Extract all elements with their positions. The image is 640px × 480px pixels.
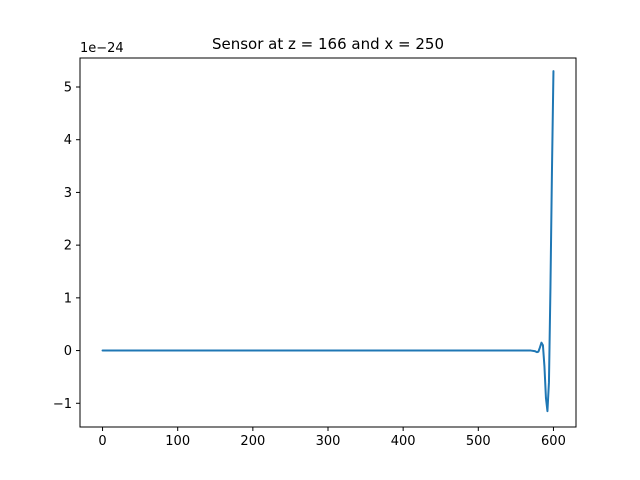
x-tick-label: 600 — [541, 434, 566, 449]
y-tick-label: −1 — [53, 397, 72, 412]
x-tick-label: 300 — [316, 434, 341, 449]
y-tick-label: 0 — [64, 344, 72, 359]
x-tick-label: 400 — [391, 434, 416, 449]
series-line — [101, 70, 555, 413]
x-tick-label: 0 — [98, 434, 106, 449]
y-tick-label: 1 — [64, 291, 72, 306]
axes-frame — [79, 57, 577, 428]
x-tick-label: 200 — [240, 434, 265, 449]
x-tick-label: 500 — [466, 434, 491, 449]
y-axis-offset-text: 1e−24 — [80, 41, 124, 56]
x-tick-label: 100 — [165, 434, 190, 449]
y-tick-label: 4 — [64, 133, 72, 148]
y-tick-label: 2 — [64, 239, 72, 254]
y-tick-label: 5 — [64, 80, 72, 95]
y-axis: −1 0 1 2 3 4 5 — [53, 80, 80, 412]
chart-title: Sensor at z = 166 and x = 250 — [212, 35, 444, 53]
x-axis: 0 100 200 300 400 500 600 — [98, 427, 566, 449]
plot-area — [101, 70, 555, 413]
y-tick-label: 3 — [64, 186, 72, 201]
